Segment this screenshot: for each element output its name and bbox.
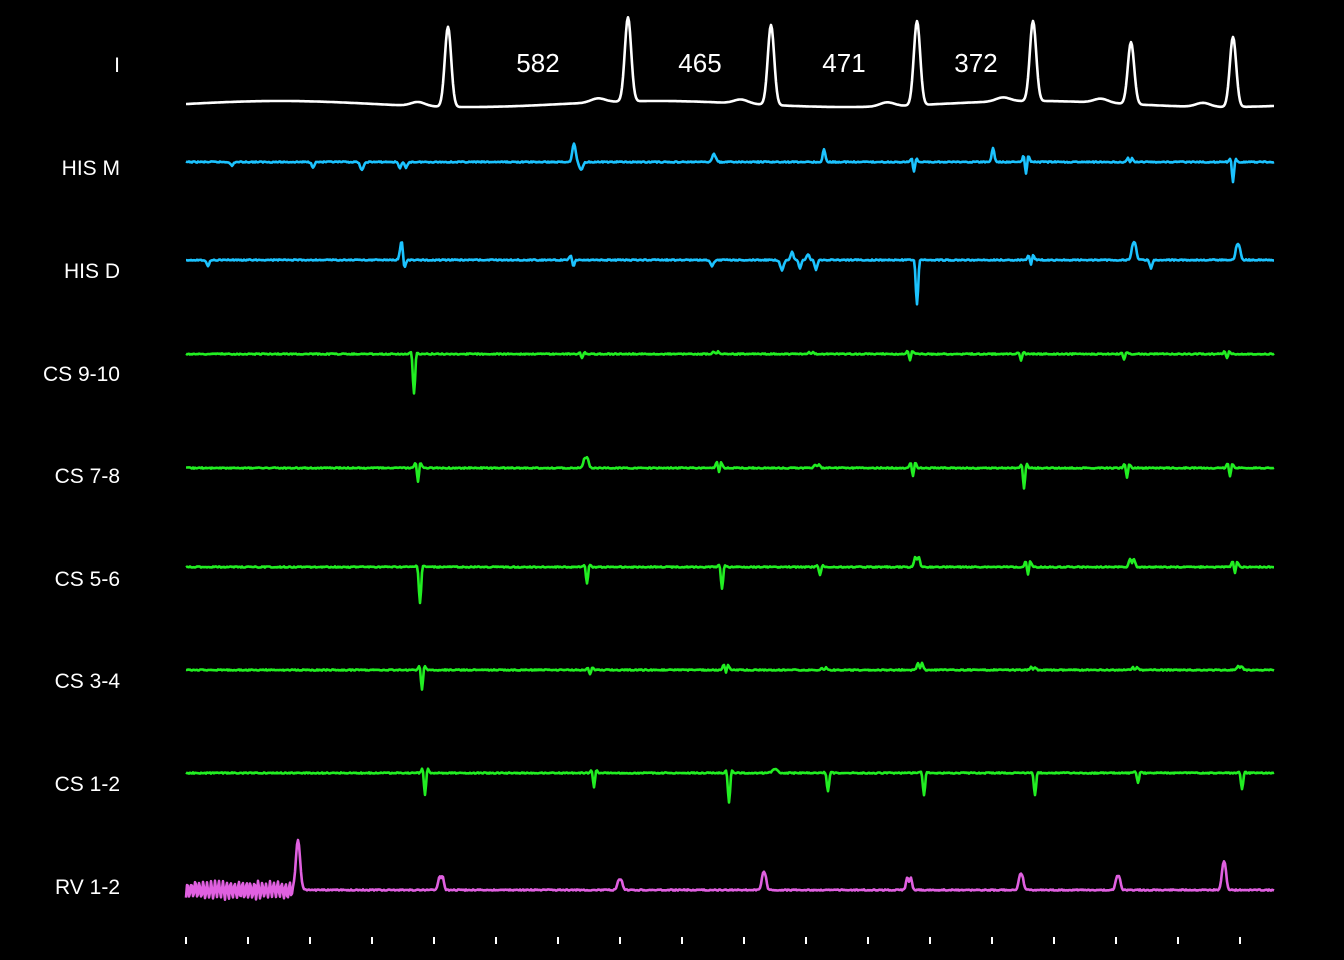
lead-label-cs-9-10: CS 9-10 [42, 363, 120, 386]
lead-label-his-d: HIS D [63, 260, 120, 283]
lead-label-cs-3-4: CS 3-4 [54, 670, 120, 693]
lead-label-cs-5-6: CS 5-6 [54, 568, 120, 591]
trace-rv-1-2 [184, 838, 1275, 902]
trace-cs-9-10 [185, 349, 1275, 395]
lead-label-his-m: HIS M [61, 157, 120, 180]
lead-label-cs-1-2: CS 1-2 [54, 773, 120, 796]
interval-label: 372 [954, 48, 998, 78]
trace-his-d [185, 240, 1275, 306]
trace-his-m [185, 142, 1275, 184]
interval-label: 582 [516, 48, 560, 78]
trace-cs-1-2 [185, 767, 1275, 804]
trace-i [185, 15, 1275, 109]
interval-label: 465 [678, 48, 722, 78]
lead-label-rv-1-2: RV 1-2 [55, 876, 120, 899]
trace-cs-7-8 [185, 455, 1275, 490]
trace-cs-3-4 [185, 661, 1275, 691]
interval-label: 471 [822, 48, 866, 78]
lead-label-i: I [114, 54, 120, 77]
trace-cs-5-6 [185, 555, 1275, 605]
lead-label-cs-7-8: CS 7-8 [54, 465, 120, 488]
